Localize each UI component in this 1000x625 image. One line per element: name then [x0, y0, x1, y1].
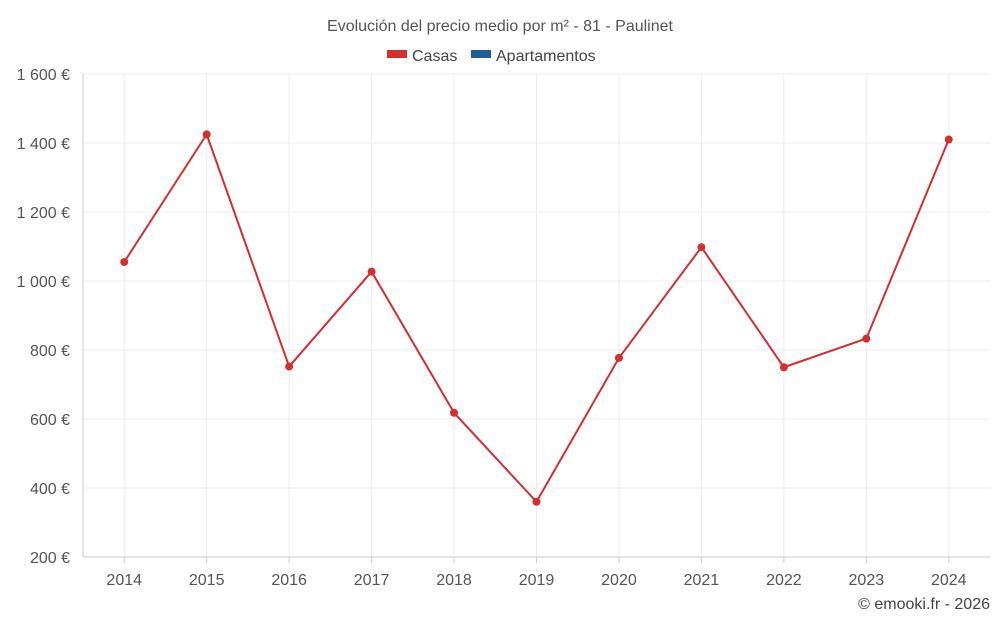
data-point[interactable]: [367, 267, 376, 276]
data-point[interactable]: [697, 243, 706, 252]
credit-text: © emooki.fr - 2026: [858, 596, 990, 613]
x-tick-label: 2022: [766, 572, 802, 589]
grid-horizontal: [83, 73, 990, 489]
data-point[interactable]: [120, 258, 129, 267]
x-tick-label: 2024: [931, 572, 967, 589]
legend: Casas Apartamentos: [387, 48, 596, 65]
y-axis: 200 € 400 € 600 € 800 € 1 000 € 1 200 € 1 400 …: [17, 67, 84, 567]
x-tick-label: 2023: [849, 572, 885, 589]
data-point[interactable]: [285, 362, 294, 371]
data-point[interactable]: [450, 408, 459, 417]
series-casas: [120, 130, 953, 506]
data-point[interactable]: [944, 135, 953, 144]
x-axis: 2014 2015 2016 2017 2018 2019 2020 2021 2022 2023…: [83, 556, 990, 589]
x-tick-label: 2021: [684, 572, 720, 589]
data-point[interactable]: [202, 130, 211, 139]
y-tick-label: 800 €: [30, 343, 70, 360]
x-tick-label: 2016: [271, 572, 307, 589]
y-tick-label: 200 €: [30, 550, 70, 567]
y-tick-label: 1 000 €: [17, 274, 70, 291]
x-tick-label: 2017: [354, 572, 390, 589]
y-tick-label: 400 €: [30, 481, 70, 498]
x-tick-label: 2014: [106, 572, 142, 589]
y-tick-label: 1 200 €: [17, 205, 70, 222]
x-tick-label: 2018: [436, 572, 472, 589]
y-tick-label: 1 600 €: [17, 67, 70, 84]
legend-label-apartamentos: Apartamentos: [496, 48, 596, 65]
legend-item-apartamentos[interactable]: Apartamentos: [471, 48, 596, 65]
grid-vertical: [123, 74, 950, 557]
data-point[interactable]: [779, 363, 788, 372]
y-tick-label: 600 €: [30, 412, 70, 429]
legend-item-casas[interactable]: Casas: [387, 48, 457, 65]
legend-swatch-apartamentos: [471, 50, 491, 58]
chart-title: Evolución del precio medio por m² - 81 -…: [327, 18, 674, 35]
y-tick-label: 1 400 €: [17, 136, 70, 153]
x-tick-label: 2019: [519, 572, 555, 589]
data-point[interactable]: [532, 497, 541, 506]
legend-swatch-casas: [387, 50, 407, 58]
data-point[interactable]: [614, 353, 623, 362]
data-point[interactable]: [862, 334, 871, 343]
x-tick-label: 2020: [601, 572, 637, 589]
legend-label-casas: Casas: [412, 48, 457, 65]
x-tick-label: 2015: [189, 572, 225, 589]
